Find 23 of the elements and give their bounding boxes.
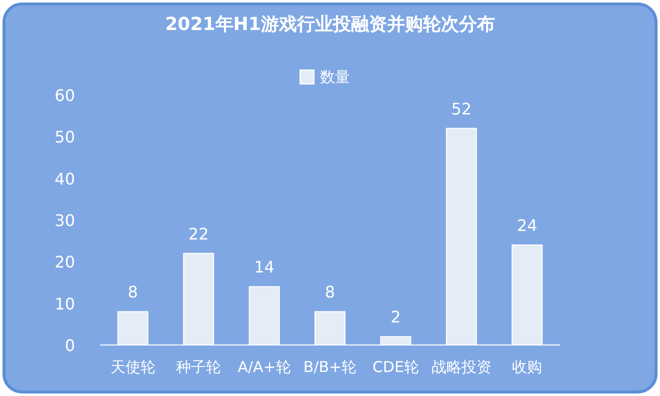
data-label: 8 [128,282,138,302]
y-tick-label: 0 [64,336,75,355]
data-label: 8 [324,282,336,302]
y-tick-label: 10 [54,294,75,314]
y-tick-label: 20 [54,252,75,272]
x-tick-label: 天使轮 [110,358,156,376]
data-label: 24 [516,216,538,235]
data-label: 14 [254,258,274,277]
x-tick-label: CDE轮 [372,358,419,376]
y-tick-label: 60 [54,86,75,105]
data-label: 2 [390,308,401,327]
y-tick-label: 40 [54,169,75,188]
y-tick-label: 30 [54,211,75,230]
x-tick-label: A/A+轮 [238,358,291,376]
data-label: 22 [188,224,209,244]
data-label: 52 [451,99,472,118]
legend-label: 数量 [320,68,350,86]
x-tick-label: 收购 [512,358,542,376]
x-tick-label: 战略投资 [431,358,492,376]
y-tick-label: 50 [54,128,75,147]
x-tick-label: B/B+轮 [303,358,357,376]
chart-title: 2021年H1游戏行业投融资并购轮次分布 [165,14,495,35]
x-tick-label: 种子轮 [176,358,222,376]
